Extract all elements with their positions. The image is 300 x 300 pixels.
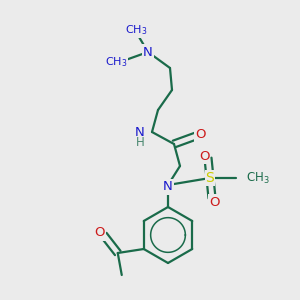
Text: S: S — [206, 171, 214, 185]
Text: O: O — [195, 128, 205, 140]
Text: N: N — [143, 46, 153, 59]
Text: H: H — [136, 136, 144, 149]
Text: O: O — [209, 196, 219, 208]
Text: O: O — [94, 226, 105, 239]
Text: CH$_3$: CH$_3$ — [105, 55, 127, 69]
Text: N: N — [135, 125, 145, 139]
Text: CH$_3$: CH$_3$ — [125, 23, 147, 37]
Text: CH$_3$: CH$_3$ — [246, 170, 270, 185]
Text: N: N — [163, 181, 173, 194]
Text: O: O — [199, 149, 209, 163]
